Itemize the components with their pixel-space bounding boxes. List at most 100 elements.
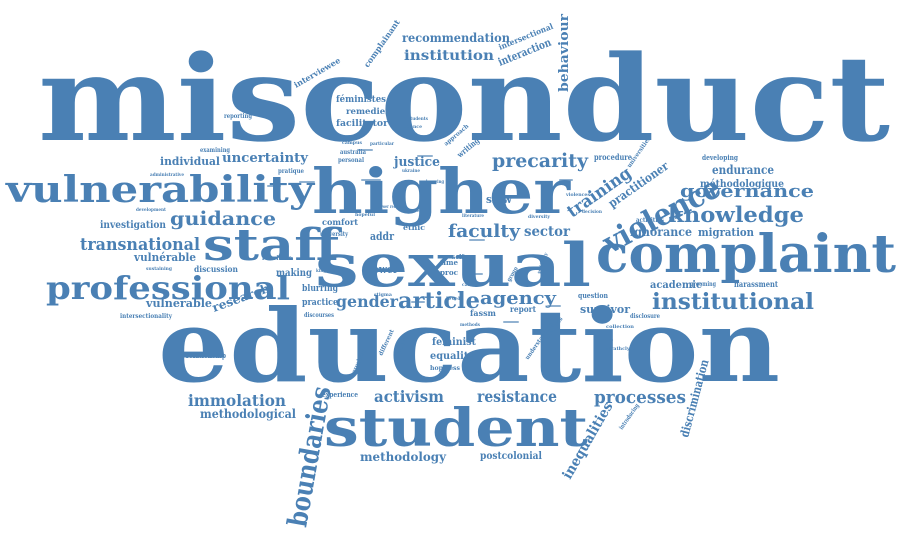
word-australia: australia <box>340 149 366 156</box>
word-uncertainty: uncertainty <box>222 151 308 166</box>
word-feministes: féministes <box>336 94 386 105</box>
word-vulnerability: vulnerability <box>5 169 315 211</box>
word-student: student <box>324 398 588 459</box>
word-caring: caring <box>462 282 478 288</box>
word-migration: migration <box>698 226 754 239</box>
word-investigation: investigation <box>100 220 167 231</box>
word-reporting: reporting <box>224 113 253 120</box>
word-institutional: institutional <box>652 289 814 315</box>
word-facilitator: facilitator <box>336 119 388 129</box>
tiny-word-marks <box>267 149 613 341</box>
word-question: question <box>578 291 608 300</box>
word-article: article <box>398 288 480 314</box>
word-methodology: methodology <box>360 450 447 464</box>
word-processes: processes <box>594 387 686 408</box>
word-activism: activism <box>374 387 444 406</box>
word-lecriture: l'écriture <box>262 255 292 262</box>
word-disclosure: disclosure <box>630 313 660 320</box>
word-feminist: feminist <box>432 337 476 348</box>
word-vulnerable-fr: vulnérable <box>133 251 196 264</box>
word-academic: academic <box>650 280 702 291</box>
word-intersectionality: intersectionality <box>120 313 172 320</box>
word-report: report <box>510 304 536 314</box>
word-slow: slow <box>486 193 512 206</box>
word-women: women <box>405 208 422 214</box>
word-decision: decision <box>582 209 602 215</box>
word-personal: personal <box>338 157 365 164</box>
word-complaint: complaint <box>596 224 896 285</box>
word-sector: sector <box>524 224 571 240</box>
word-resistance: resistance <box>477 387 557 406</box>
word-campus: campus <box>342 140 362 146</box>
word-activities: activities <box>636 217 665 224</box>
word-individual: individual <box>160 155 220 168</box>
word-justice: justice <box>393 155 440 170</box>
word-silence: silence <box>404 124 422 130</box>
word-higher: higher <box>312 155 572 228</box>
word-remedies: remedies <box>346 106 391 116</box>
word-particular: particular <box>370 141 394 147</box>
word-guidance: guidance <box>170 208 276 230</box>
word-stigma: stigma <box>374 292 393 298</box>
word-endurance: endurance <box>712 163 774 177</box>
word-ukraine: ukraine <box>402 168 420 174</box>
word-governance: governance <box>680 181 814 202</box>
word-discussion: discussion <box>194 264 238 274</box>
word-misconduct: misconduct <box>38 29 890 168</box>
word-experience: experience <box>322 390 358 399</box>
word-equality: equality <box>430 351 475 362</box>
word-power-relations: power relations <box>378 204 406 210</box>
word-faculty: faculty <box>448 221 521 242</box>
word-ignorance: ignorance <box>630 225 692 239</box>
word-proc: proc <box>440 268 458 277</box>
word-grooming: grooming <box>690 281 717 288</box>
word-methodologique: méthodologique <box>700 179 784 190</box>
word-self: self <box>452 254 464 261</box>
word-agency: agency <box>480 288 557 309</box>
word-professional: professional <box>46 269 290 307</box>
word-fassm: fassm <box>470 308 497 318</box>
word-collection: collection <box>606 324 634 330</box>
word-transnational: transnational <box>80 235 200 255</box>
word-sustaining: sustaining <box>146 266 172 272</box>
word-postcolonial: postcolonial <box>480 451 542 462</box>
word-development: development <box>136 207 167 213</box>
word-university: university <box>320 231 348 238</box>
word-addr: addr <box>370 230 394 243</box>
word-sexual: sexual <box>315 231 591 301</box>
word-developing: developing <box>702 153 738 162</box>
word-blurring: blurring <box>302 284 339 294</box>
word-recommendation: recommendation <box>402 31 510 45</box>
word-comfort: comfort <box>322 217 358 227</box>
word-strathclyde: strathclyde <box>606 346 636 352</box>
word-relationship: relationship <box>186 351 226 360</box>
word-immolation: immolation <box>188 391 286 410</box>
word-practice: practice <box>302 298 338 308</box>
word-staff: staff <box>203 220 343 271</box>
word-gender: gender <box>336 292 399 311</box>
word-ethic: ethic <box>403 223 425 232</box>
word-power: power <box>366 263 398 276</box>
word-diversity: diversity <box>528 214 551 220</box>
word-violences: violences <box>565 192 590 198</box>
word-kingdom: kingdom <box>316 268 337 274</box>
word-discourses: discourses <box>304 312 335 319</box>
word-students: students <box>408 116 428 122</box>
word-survivor: survivor <box>580 303 630 316</box>
word-procedure: procedure <box>594 152 632 162</box>
word-knowledge: knowledge <box>668 202 804 227</box>
word-making: making <box>276 268 312 279</box>
word-pratique: pratique <box>278 168 304 175</box>
word-vulnerable: vulnerable <box>145 297 212 310</box>
word-administrative: administrative <box>150 172 184 178</box>
word-behaviour: behaviour <box>557 14 572 92</box>
word-hopeful: hopeful <box>355 212 375 218</box>
word-methodological: methodological <box>200 407 296 421</box>
word-time: time <box>440 258 459 267</box>
word-education: education <box>158 287 780 405</box>
word-examining: examining <box>200 147 231 154</box>
word-methods: methods <box>460 322 480 328</box>
word-hopeless: hopeless <box>430 365 461 372</box>
